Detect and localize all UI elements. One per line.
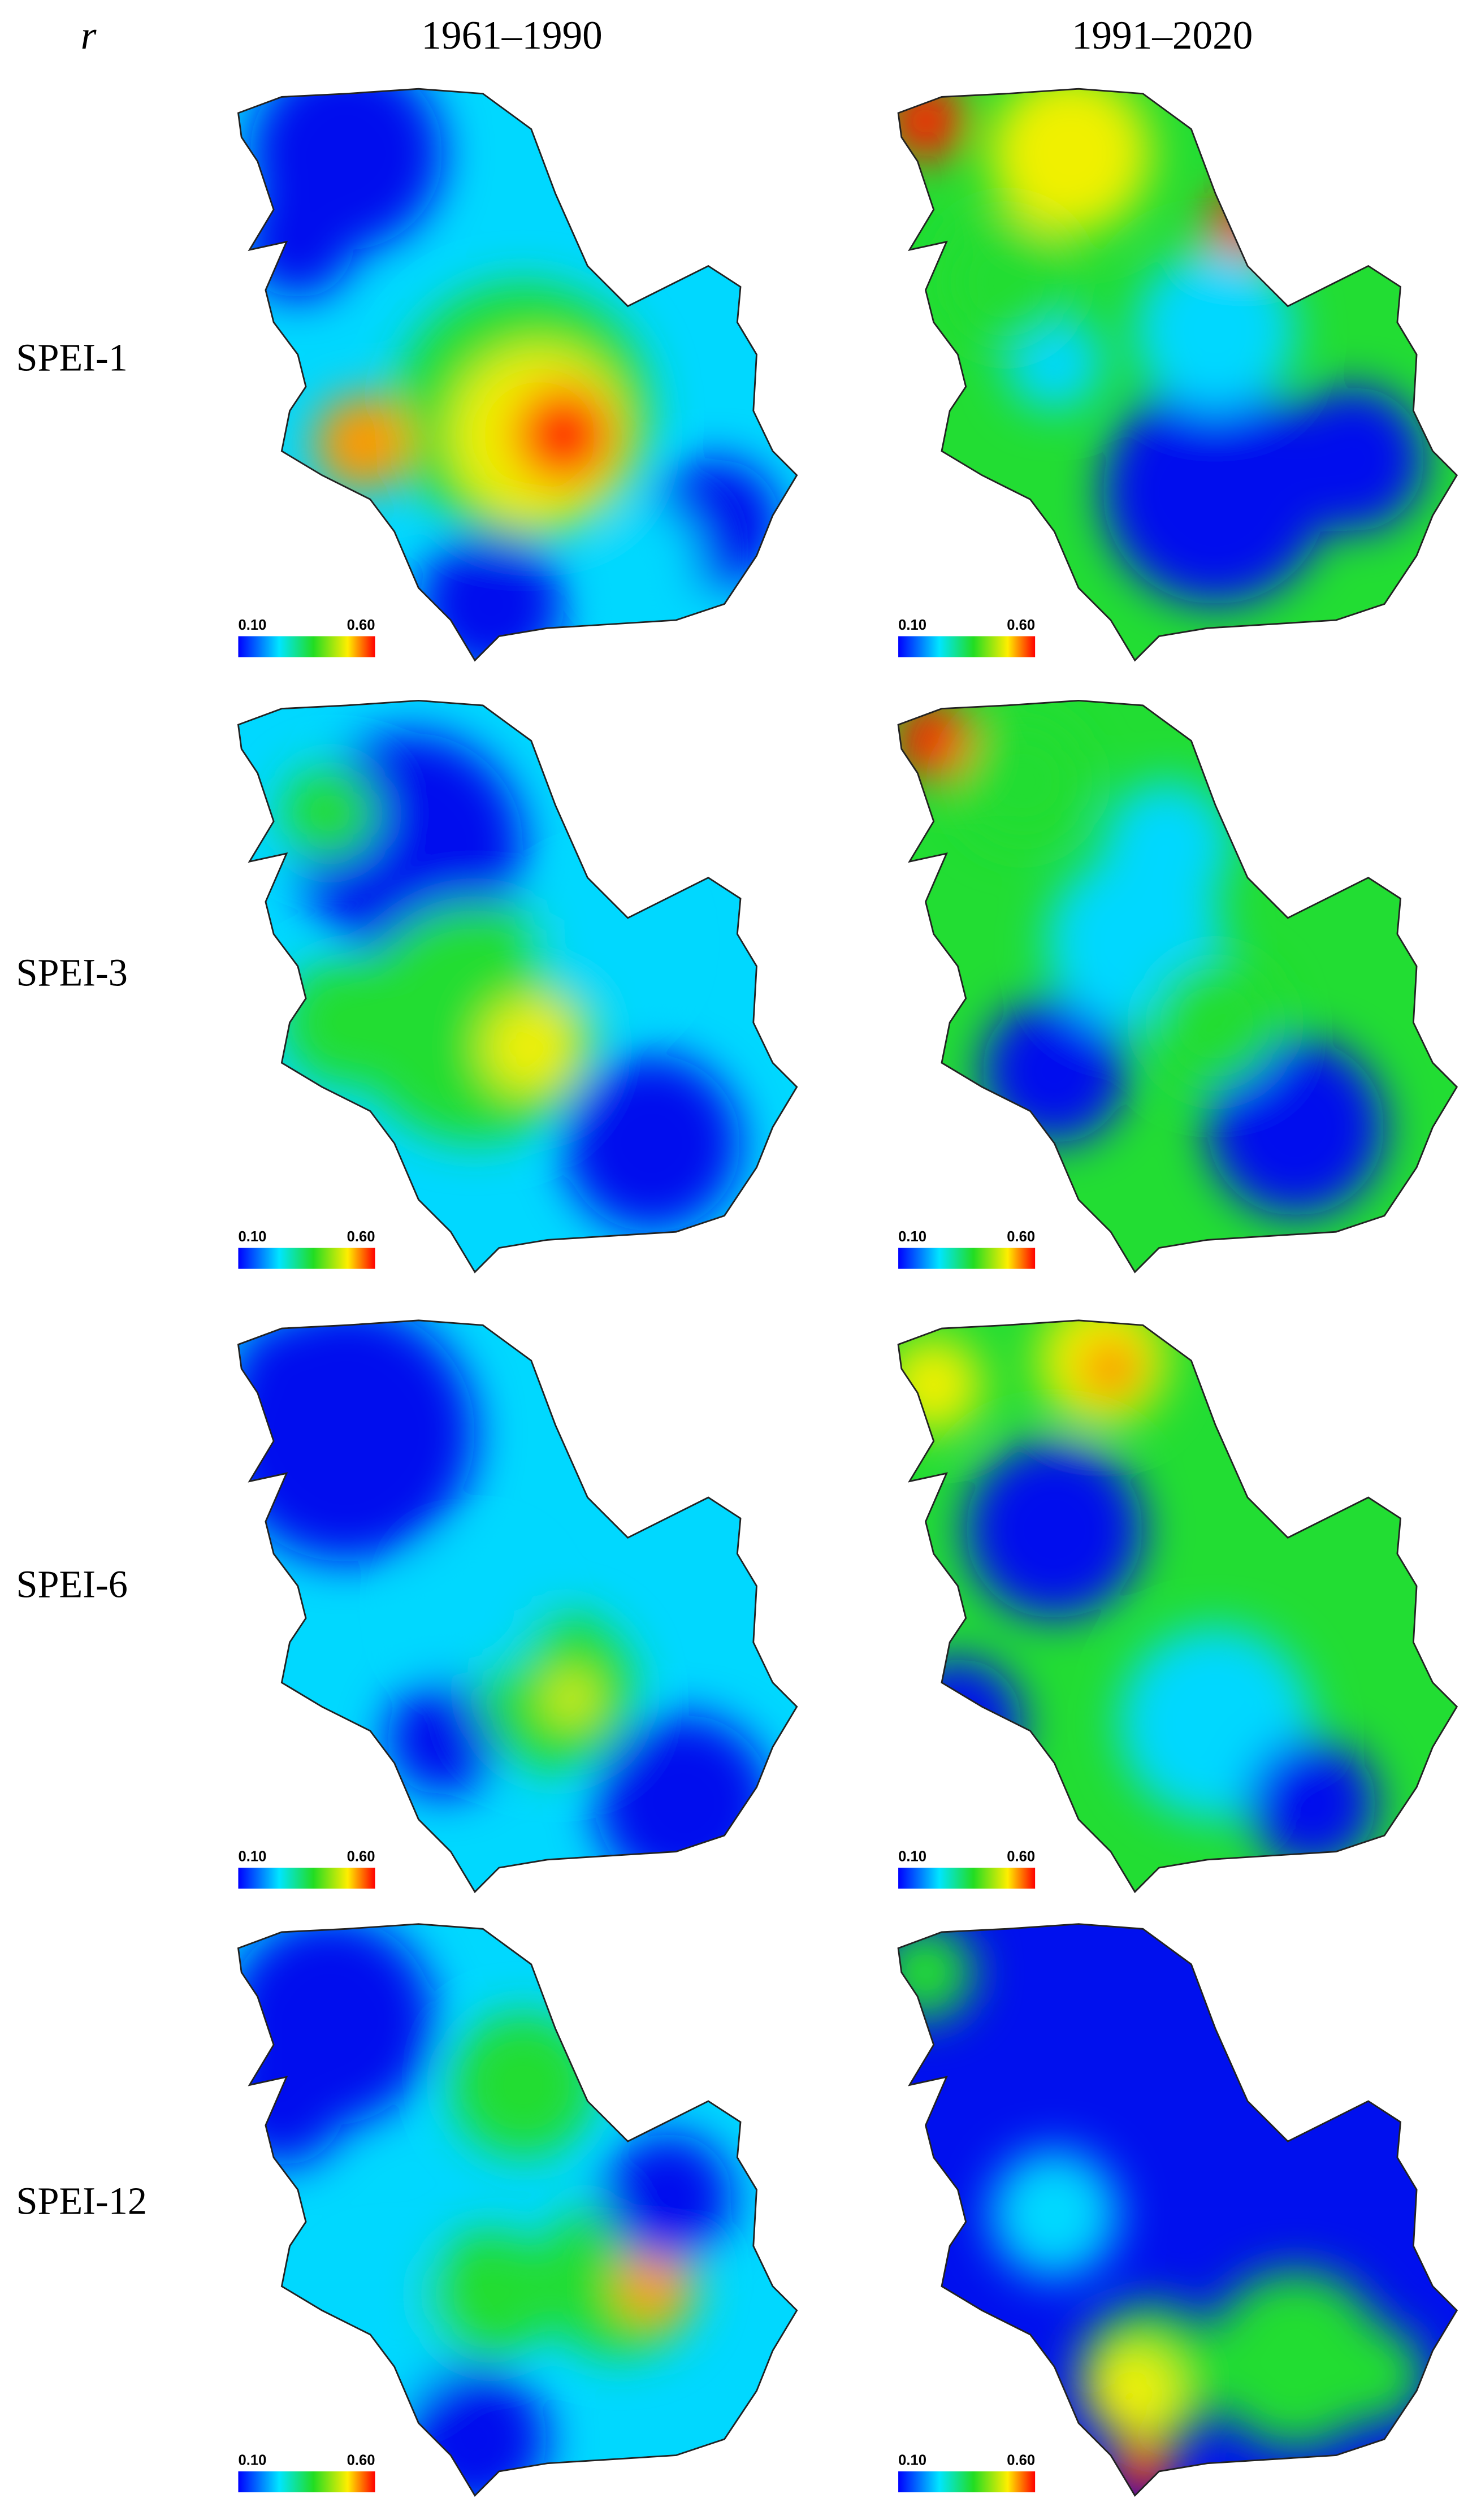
colorbar-max: 0.60	[1007, 2453, 1035, 2469]
corner-label: r	[81, 14, 97, 58]
heat-blob	[965, 1441, 1143, 1618]
colorbar	[898, 2471, 1036, 2493]
colorbar-max: 0.60	[1007, 1849, 1035, 1865]
map-panel: 0.10 0.60	[897, 88, 1458, 661]
column-header: 1961–1990	[421, 14, 602, 58]
colorbar-max: 0.60	[1007, 1229, 1035, 1245]
heat-blob	[402, 2366, 548, 2496]
map-panel: 0.10 0.60	[237, 88, 798, 661]
heat-blob	[426, 2229, 556, 2359]
heat-blob	[1328, 2326, 1425, 2423]
heat-blob	[314, 395, 411, 492]
colorbar-min: 0.10	[898, 2453, 926, 2469]
heat-blob	[238, 1320, 330, 1417]
colorbar	[238, 1868, 375, 1889]
colorbar	[898, 1868, 1036, 1889]
heat-blob	[282, 765, 379, 862]
colorbar-min: 0.10	[238, 2453, 266, 2469]
colorbar-max: 0.60	[347, 1229, 375, 1245]
heat-blob	[241, 185, 354, 298]
colorbar	[238, 636, 375, 657]
heat-blob	[1207, 1038, 1385, 1216]
heat-blob	[1134, 249, 1296, 411]
colorbar-max: 0.60	[347, 617, 375, 633]
heatmap	[898, 1320, 1457, 1892]
heat-blob	[1102, 378, 1328, 604]
colorbar	[898, 636, 1036, 657]
heat-blob	[941, 218, 1071, 347]
heat-blob	[451, 2012, 596, 2158]
heat-blob	[410, 1545, 540, 1675]
heat-blob	[282, 958, 411, 1087]
heat-blob	[238, 2037, 347, 2166]
heat-blobs	[898, 700, 1385, 1216]
map-panel: 0.10 0.60	[897, 1923, 1458, 2497]
colorbar-min: 0.10	[898, 617, 926, 633]
heat-blob	[616, 2250, 688, 2322]
row-label: SPEI-12	[16, 2179, 147, 2222]
heat-blob	[1102, 781, 1232, 910]
heat-blobs	[282, 733, 740, 1232]
heat-blob	[1086, 1344, 1135, 1393]
colorbar	[898, 1248, 1036, 1269]
heat-blob	[418, 531, 564, 661]
map-panel: 0.10 0.60	[237, 1923, 798, 2497]
map-panel: 0.10 0.60	[897, 699, 1458, 1273]
heatmap	[238, 700, 797, 1272]
map-panel: 0.10 0.60	[237, 699, 798, 1273]
heat-blob	[603, 2133, 733, 2262]
colorbar-min: 0.10	[238, 1849, 266, 1865]
heat-blobs	[238, 1320, 773, 1892]
colorbar-max: 0.60	[347, 2453, 375, 2469]
colorbar-min: 0.10	[238, 617, 266, 633]
colorbar	[238, 1248, 375, 1269]
heat-blob	[563, 1054, 740, 1232]
row-label: SPEI-6	[16, 1563, 127, 1606]
heat-blob	[603, 507, 700, 604]
colorbar-min: 0.10	[898, 1849, 926, 1865]
heat-blob	[1248, 1739, 1376, 1868]
heat-blobs	[898, 1924, 1425, 2496]
map-panel: 0.10 0.60	[237, 1319, 798, 1893]
heat-blob	[483, 998, 580, 1096]
map-panel: 0.10 0.60	[897, 1319, 1458, 1893]
heat-blob	[1089, 2345, 1180, 2436]
heat-blob	[898, 1658, 1023, 1787]
row-label: SPEI-3	[16, 951, 127, 994]
heat-blob	[539, 877, 668, 1007]
heat-blob	[1280, 387, 1425, 532]
colorbar	[238, 2471, 375, 2493]
heatmap	[898, 89, 1457, 661]
heat-blob	[515, 387, 612, 483]
column-header: 1991–2020	[1072, 14, 1253, 58]
heat-blob	[386, 1682, 499, 1795]
colorbar-max: 0.60	[347, 1849, 375, 1865]
heatmap	[898, 700, 1457, 1272]
colorbar-min: 0.10	[238, 1229, 266, 1245]
heat-blob	[990, 89, 1151, 234]
heatmap	[238, 89, 797, 661]
heat-blob	[898, 89, 966, 162]
colorbar-min: 0.10	[898, 1229, 926, 1245]
heat-blob	[958, 716, 1087, 846]
heat-blob	[1151, 958, 1280, 1087]
heat-blob	[898, 700, 974, 781]
heatmap	[238, 1320, 797, 1892]
heat-blob	[990, 2149, 1119, 2279]
row-label: SPEI-1	[16, 336, 127, 379]
colorbar-max: 0.60	[1007, 617, 1035, 633]
heat-blob	[547, 1674, 596, 1723]
